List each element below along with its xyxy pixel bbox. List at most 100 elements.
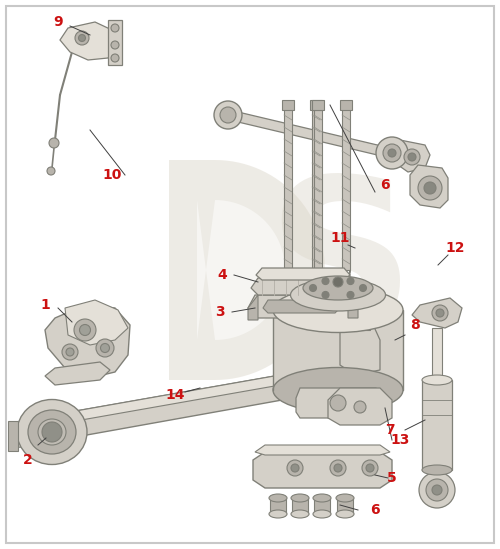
Polygon shape bbox=[314, 270, 350, 284]
Ellipse shape bbox=[313, 510, 331, 518]
Circle shape bbox=[330, 460, 346, 476]
Ellipse shape bbox=[273, 288, 403, 333]
Circle shape bbox=[62, 344, 78, 360]
Polygon shape bbox=[314, 498, 330, 514]
Polygon shape bbox=[342, 108, 350, 270]
Circle shape bbox=[111, 24, 119, 32]
Polygon shape bbox=[12, 420, 50, 448]
Polygon shape bbox=[312, 100, 324, 110]
Circle shape bbox=[322, 292, 329, 299]
Polygon shape bbox=[340, 100, 352, 110]
Ellipse shape bbox=[313, 494, 331, 502]
Text: 10: 10 bbox=[102, 168, 122, 182]
Circle shape bbox=[408, 153, 416, 161]
Circle shape bbox=[404, 149, 420, 165]
Text: 6: 6 bbox=[370, 503, 380, 517]
Polygon shape bbox=[65, 300, 128, 345]
Circle shape bbox=[333, 277, 343, 287]
Polygon shape bbox=[310, 100, 322, 110]
Polygon shape bbox=[296, 388, 380, 418]
Text: 11: 11 bbox=[330, 231, 350, 245]
Polygon shape bbox=[70, 362, 360, 422]
Polygon shape bbox=[273, 310, 403, 390]
Circle shape bbox=[100, 344, 110, 352]
Polygon shape bbox=[45, 305, 130, 378]
Text: 3: 3 bbox=[215, 305, 225, 319]
Circle shape bbox=[66, 348, 74, 356]
Ellipse shape bbox=[422, 375, 452, 385]
Polygon shape bbox=[251, 278, 355, 295]
Text: 1: 1 bbox=[40, 298, 50, 312]
Polygon shape bbox=[45, 362, 110, 385]
Circle shape bbox=[49, 138, 59, 148]
Circle shape bbox=[291, 464, 299, 472]
Circle shape bbox=[74, 319, 96, 341]
Circle shape bbox=[111, 54, 119, 62]
Polygon shape bbox=[396, 140, 430, 172]
Polygon shape bbox=[197, 200, 285, 340]
Polygon shape bbox=[238, 112, 390, 158]
Circle shape bbox=[436, 309, 444, 317]
Polygon shape bbox=[284, 270, 320, 284]
Circle shape bbox=[75, 31, 89, 45]
Ellipse shape bbox=[291, 510, 309, 518]
Polygon shape bbox=[8, 421, 18, 451]
Polygon shape bbox=[292, 498, 308, 514]
Polygon shape bbox=[60, 22, 115, 60]
Circle shape bbox=[426, 479, 448, 501]
Circle shape bbox=[334, 464, 342, 472]
Polygon shape bbox=[340, 318, 380, 375]
Circle shape bbox=[383, 144, 401, 162]
Circle shape bbox=[354, 401, 366, 413]
Polygon shape bbox=[263, 300, 340, 313]
Polygon shape bbox=[108, 20, 122, 65]
Polygon shape bbox=[337, 498, 353, 514]
Polygon shape bbox=[248, 295, 258, 320]
Circle shape bbox=[78, 35, 86, 42]
Circle shape bbox=[418, 176, 442, 200]
Circle shape bbox=[347, 278, 354, 284]
Circle shape bbox=[366, 464, 374, 472]
Ellipse shape bbox=[336, 510, 354, 518]
Polygon shape bbox=[345, 318, 370, 330]
Polygon shape bbox=[284, 108, 292, 270]
Circle shape bbox=[330, 395, 346, 411]
Circle shape bbox=[214, 101, 242, 129]
Circle shape bbox=[376, 137, 408, 169]
Circle shape bbox=[432, 485, 442, 495]
Circle shape bbox=[220, 107, 236, 123]
Circle shape bbox=[96, 339, 114, 357]
Polygon shape bbox=[314, 108, 322, 270]
Circle shape bbox=[47, 167, 55, 175]
Circle shape bbox=[42, 422, 62, 442]
Polygon shape bbox=[169, 160, 325, 380]
Polygon shape bbox=[255, 445, 390, 455]
Circle shape bbox=[360, 284, 366, 292]
Polygon shape bbox=[312, 108, 320, 270]
Polygon shape bbox=[52, 362, 362, 440]
Text: 14: 14 bbox=[165, 388, 185, 402]
Circle shape bbox=[322, 278, 329, 284]
Text: 4: 4 bbox=[217, 268, 227, 282]
Circle shape bbox=[347, 292, 354, 299]
Ellipse shape bbox=[336, 494, 354, 502]
Circle shape bbox=[362, 460, 378, 476]
Polygon shape bbox=[253, 452, 392, 488]
Ellipse shape bbox=[269, 494, 287, 502]
Ellipse shape bbox=[303, 276, 373, 300]
Ellipse shape bbox=[269, 510, 287, 518]
Polygon shape bbox=[432, 328, 442, 380]
Polygon shape bbox=[256, 268, 350, 280]
Polygon shape bbox=[270, 498, 286, 514]
Text: 8: 8 bbox=[410, 318, 420, 332]
Polygon shape bbox=[328, 388, 392, 425]
Circle shape bbox=[287, 460, 303, 476]
Ellipse shape bbox=[422, 465, 452, 475]
Polygon shape bbox=[412, 298, 462, 328]
Polygon shape bbox=[422, 380, 452, 470]
Text: 13: 13 bbox=[390, 433, 409, 447]
Polygon shape bbox=[248, 295, 355, 318]
Text: 7: 7 bbox=[385, 423, 395, 437]
Circle shape bbox=[80, 324, 90, 335]
Ellipse shape bbox=[291, 494, 309, 502]
